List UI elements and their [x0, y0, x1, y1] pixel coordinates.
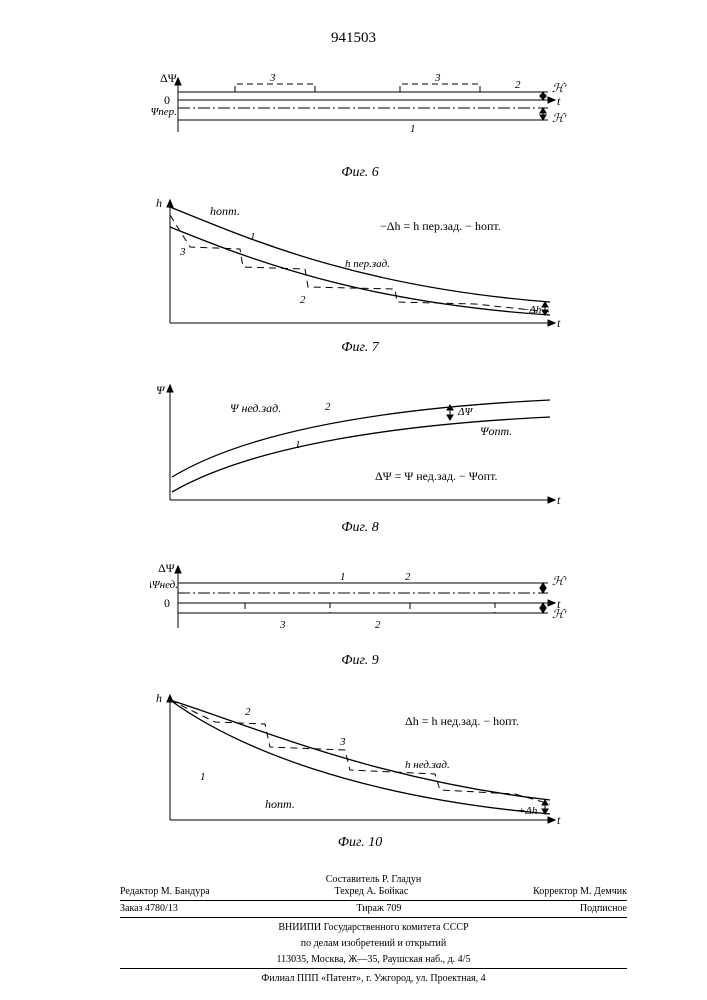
- fig9-caption: Фиг. 9: [150, 653, 570, 669]
- fig9-yned: +ΔΨнед.: [150, 579, 178, 591]
- document-number: 941503: [0, 30, 707, 47]
- fig10-dh: +Δh: [518, 805, 538, 817]
- fig6-yper: ΔΨпер.: [150, 106, 177, 118]
- footer-corrector: Корректор М. Демчик: [533, 886, 627, 898]
- fig10-n3: 3: [339, 736, 346, 748]
- fig10-n2: 2: [245, 706, 251, 718]
- fig8-ylabel: Ψ: [156, 383, 166, 397]
- fig7-formula: −Δh = h пер.зад. − hопт.: [380, 219, 501, 233]
- fig10-caption: Фиг. 10: [150, 835, 570, 851]
- footer-tirazh: Тираж 709: [356, 903, 401, 915]
- fig6-r1: ℋ': [552, 81, 567, 95]
- fig8-fopt: Ψопт.: [480, 424, 512, 438]
- fig10-svg: h t hопт. h нед.зад. +Δh Δh = h нед.зад.…: [150, 690, 570, 830]
- footer-row-credits: Редактор М. Бандура Техред А. Бойкас Кор…: [120, 886, 627, 898]
- footer-org2: по делам изобретений и открытий: [120, 938, 627, 950]
- fig8-n2: 2: [325, 401, 331, 413]
- fig6-ylabel: ΔΨ: [160, 71, 177, 85]
- fig9-r1: ℋ': [552, 574, 567, 588]
- footer-order: Заказ 4780/13: [120, 903, 178, 915]
- fig8-caption: Фиг. 8: [150, 520, 570, 536]
- footer-row-print: Заказ 4780/13 Тираж 709 Подписное: [120, 903, 627, 915]
- figure-8: Ψ t Ψ нед.зад. Ψопт. ΔΨ ΔΨ = Ψ нед.зад. …: [150, 380, 570, 536]
- fig6-caption: Фиг. 6: [150, 165, 570, 181]
- footer-podpisnoe: Подписное: [580, 903, 627, 915]
- fig9-n3: 3: [279, 619, 286, 631]
- fig10-formula: Δh = h нед.зад. − hопт.: [405, 714, 519, 728]
- fig7-caption: Фиг. 7: [150, 340, 570, 356]
- fig9-svg: ΔΨ 0 +ΔΨнед. t ℋ' ℋ' 1 2 2 3: [150, 558, 570, 648]
- fig6-svg: ΔΨ 0 ΔΨпер. t ℋ' ℋ' 1 2 3 3: [150, 70, 570, 160]
- fig8-xlabel: t: [557, 493, 561, 507]
- fig9-n2a: 2: [405, 571, 411, 583]
- figure-7: h t hопт. h пер.зад. −Δh −Δh = h пер.зад…: [150, 195, 570, 356]
- fig6-zero: 0: [164, 93, 170, 107]
- fig9-zero: 0: [164, 596, 170, 610]
- fig7-n3: 3: [179, 246, 186, 258]
- footer-addr: 113035, Москва, Ж—35, Раушская наб., д. …: [120, 954, 627, 966]
- fig7-svg: h t hопт. h пер.зад. −Δh −Δh = h пер.зад…: [150, 195, 570, 335]
- figure-6: ΔΨ 0 ΔΨпер. t ℋ' ℋ' 1 2 3 3 Фиг. 6: [150, 70, 570, 181]
- fig6-xlabel: t: [557, 94, 561, 108]
- fig7-hopt: hопт.: [210, 204, 240, 218]
- fig8-formula: ΔΨ = Ψ нед.зад. − Ψопт.: [375, 469, 497, 483]
- fig7-n1: 1: [250, 231, 256, 243]
- footer-filial: Филиал ППП «Патент», г. Ужгород, ул. Про…: [120, 973, 627, 985]
- footer-techred: Техред А. Бойкас: [334, 886, 408, 898]
- fig8-fzad: Ψ нед.зад.: [230, 401, 281, 415]
- footer-editor: Редактор М. Бандура: [120, 886, 210, 898]
- fig8-svg: Ψ t Ψ нед.зад. Ψопт. ΔΨ ΔΨ = Ψ нед.зад. …: [150, 380, 570, 515]
- figure-10: h t hопт. h нед.зад. +Δh Δh = h нед.зад.…: [150, 690, 570, 851]
- fig7-hzad: h пер.зад.: [345, 258, 390, 270]
- fig6-n3b: 3: [434, 72, 441, 84]
- fig9-n1: 1: [340, 571, 346, 583]
- fig6-r2: ℋ': [552, 111, 567, 125]
- fig10-hzad: h нед.зад.: [405, 759, 450, 771]
- footer-compiler: Составитель Р. Гладун: [120, 874, 627, 886]
- fig7-ylabel: h: [156, 196, 162, 210]
- fig8-n1: 1: [295, 439, 301, 451]
- fig10-hopt: hопт.: [265, 797, 295, 811]
- fig9-ylabel: ΔΨ: [158, 561, 175, 575]
- fig10-n1: 1: [200, 771, 206, 783]
- page: 941503: [0, 0, 707, 1000]
- fig6-n2: 2: [515, 79, 521, 91]
- fig9-n2b: 2: [375, 619, 381, 631]
- footer: Составитель Р. Гладун Редактор М. Бандур…: [120, 870, 627, 985]
- fig8-df: ΔΨ: [457, 406, 473, 418]
- fig10-ylabel: h: [156, 691, 162, 705]
- fig7-n2: 2: [300, 294, 306, 306]
- fig9-r2: ℋ': [552, 607, 567, 621]
- fig7-xlabel: t: [557, 316, 561, 330]
- footer-org1: ВНИИПИ Государственного комитета СССР: [120, 922, 627, 934]
- figure-9: ΔΨ 0 +ΔΨнед. t ℋ' ℋ' 1 2 2 3 Фиг. 9: [150, 558, 570, 669]
- fig6-n3a: 3: [269, 72, 276, 84]
- fig7-dh: −Δh: [522, 304, 542, 316]
- fig6-n1: 1: [410, 123, 416, 135]
- fig10-xlabel: t: [557, 813, 561, 827]
